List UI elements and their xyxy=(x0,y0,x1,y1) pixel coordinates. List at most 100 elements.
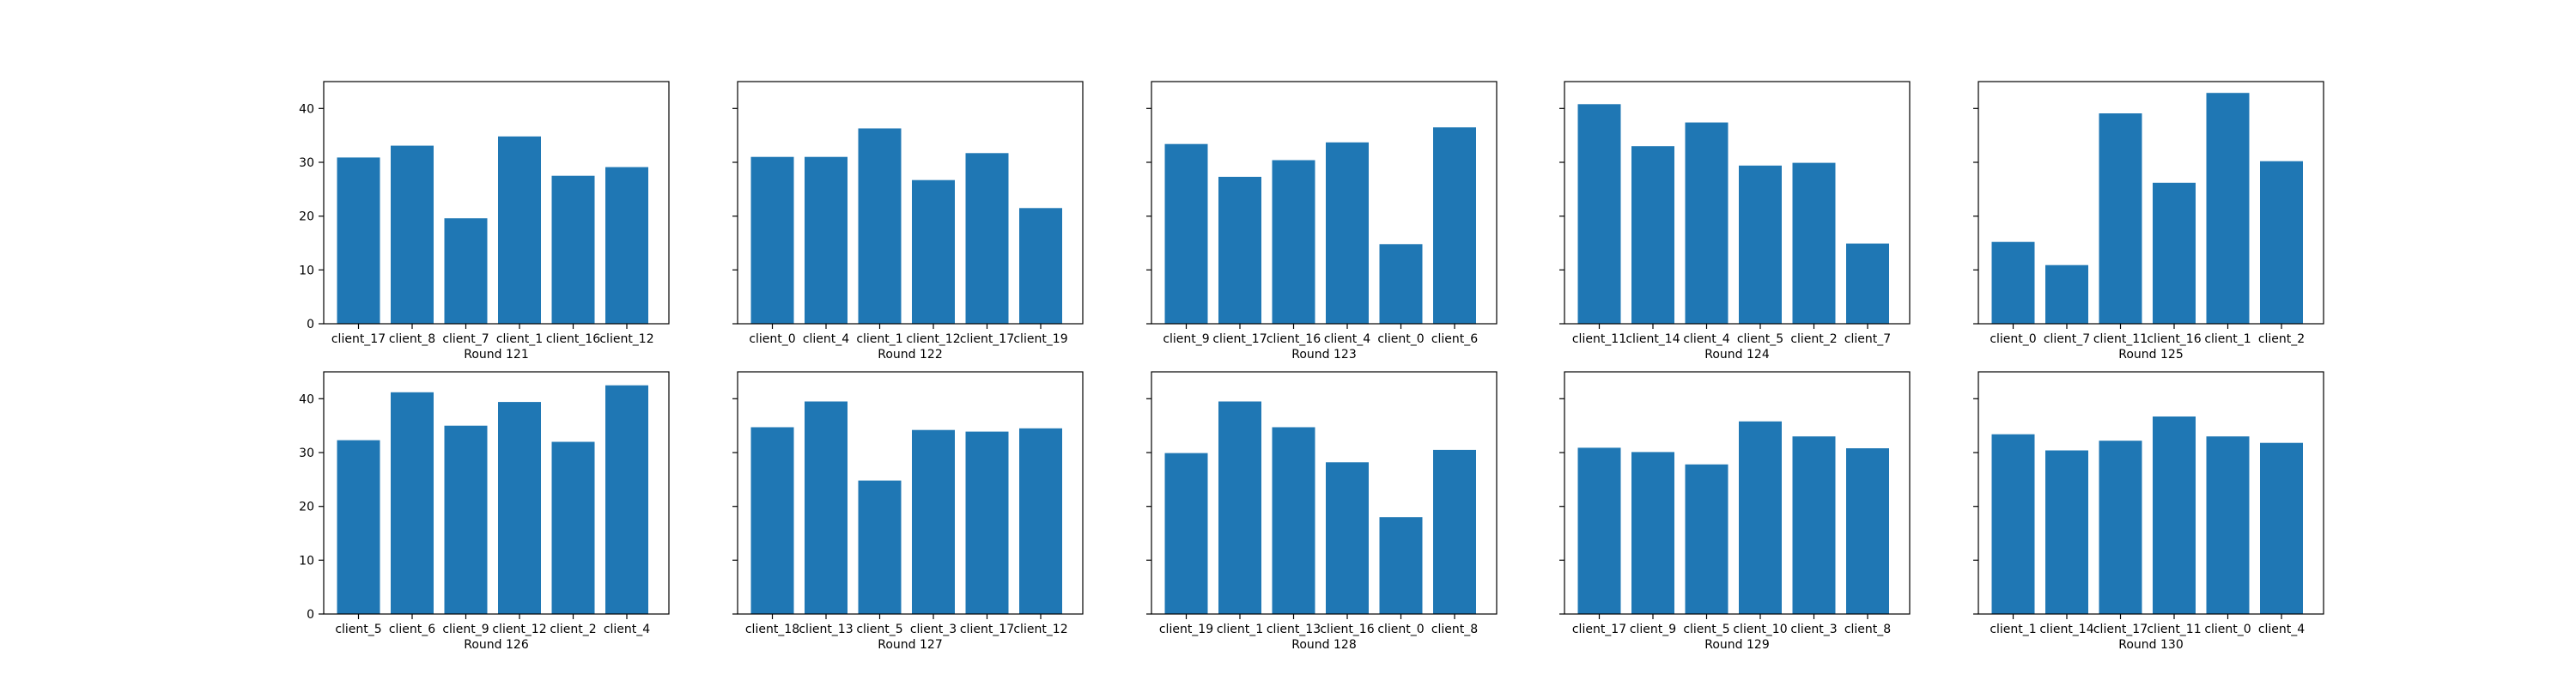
bar-client_2 xyxy=(2260,161,2303,324)
x-tick-label: client_5 xyxy=(335,623,381,636)
x-tick-label: client_16 xyxy=(1267,332,1321,346)
bar-client_1 xyxy=(498,136,541,324)
bar-client_11 xyxy=(2153,416,2196,614)
axes-frame xyxy=(1564,81,1911,325)
x-tick-label: client_13 xyxy=(1267,623,1321,636)
subplot-round-123: client_9 client_17 client_16 client_4 client… xyxy=(1146,81,1498,362)
x-axis-label: Round 129 xyxy=(1704,638,1769,652)
x-tick-label: client_16 xyxy=(546,332,600,346)
x-tick-label: client_5 xyxy=(1737,332,1783,346)
x-tick-label: client_1 xyxy=(496,332,543,346)
x-tick-label: client_13 xyxy=(799,623,853,636)
subplot-round-125: client_0 client_7 client_11 client_16 client… xyxy=(1973,81,2324,362)
bar-client_6 xyxy=(391,392,434,614)
x-axis-label: Round 122 xyxy=(878,348,942,362)
y-tick-label: 10 xyxy=(299,554,314,568)
x-tick-label: client_8 xyxy=(1431,623,1478,636)
x-tick-label: client_8 xyxy=(1844,623,1891,636)
x-axis-label: Round 130 xyxy=(2118,638,2183,652)
bar-client_12 xyxy=(498,402,541,614)
x-tick-label: client_9 xyxy=(442,623,489,636)
x-tick-label: client_6 xyxy=(389,623,435,636)
bar-client_4 xyxy=(1685,122,1728,324)
bar-client_13 xyxy=(805,401,848,614)
x-tick-label: client_2 xyxy=(550,623,596,636)
x-tick-label: client_16 xyxy=(1320,623,1374,636)
bar-client_12 xyxy=(605,167,648,324)
subplot-round-124: client_11 client_14 client_4 client_5 client… xyxy=(1559,81,1911,362)
x-tick-label: client_9 xyxy=(1630,623,1676,636)
x-tick-label: client_0 xyxy=(1377,332,1424,346)
bar-client_8 xyxy=(1846,448,1889,614)
axes-frame xyxy=(1564,371,1911,615)
bar-client_0 xyxy=(1379,517,1423,614)
bar-client_6 xyxy=(1433,127,1476,324)
bar-client_5 xyxy=(858,480,902,614)
subplot-round-122: client_0 client_4 client_1 client_12 client_… xyxy=(732,81,1084,362)
x-tick-label: client_0 xyxy=(749,332,795,346)
x-tick-label: client_10 xyxy=(1733,623,1787,636)
bar-client_2 xyxy=(551,441,595,614)
y-tick-label: 30 xyxy=(299,447,314,460)
x-tick-label: client_14 xyxy=(1625,332,1680,346)
bar-client_8 xyxy=(1433,449,1476,614)
bar-client_14 xyxy=(1631,146,1674,324)
x-tick-label: client_1 xyxy=(1217,623,1263,636)
x-axis-label: Round 125 xyxy=(2118,348,2183,362)
subplot-round-130: client_1 client_14 client_17 client_11 clien… xyxy=(1973,371,2324,652)
bar-client_11 xyxy=(2099,113,2142,324)
subplot-round-126: 0 10 20 30 40 client_5 client_6 client_9 client_… xyxy=(299,371,670,652)
x-tick-label: client_4 xyxy=(1324,332,1370,346)
x-tick-label: client_7 xyxy=(2044,332,2090,346)
y-tick-label: 20 xyxy=(299,210,314,224)
bar-client_12 xyxy=(912,179,955,324)
subplot-round-127: client_18 client_13 client_5 client_3 client… xyxy=(732,371,1084,652)
bar-client_12 xyxy=(1019,428,1062,614)
axes-frame xyxy=(323,371,670,615)
subplot-round-121: 0 10 20 30 40 client_17 client_8 client_7 client… xyxy=(299,81,670,362)
bar-client_17 xyxy=(1218,176,1261,324)
bar-client_1 xyxy=(2206,93,2250,324)
x-tick-label: client_1 xyxy=(856,332,902,346)
x-tick-label: client_7 xyxy=(1844,332,1891,346)
x-axis-label: Round 127 xyxy=(878,638,942,652)
bar-client_4 xyxy=(1326,142,1369,324)
bar-client_13 xyxy=(1272,427,1315,614)
bar-client_14 xyxy=(2045,450,2088,614)
x-tick-label: client_5 xyxy=(856,623,902,636)
y-tick-label: 20 xyxy=(299,501,314,514)
bar-client_17 xyxy=(2099,441,2142,614)
y-tick-label: 0 xyxy=(307,318,314,331)
bar-client_17 xyxy=(965,431,1009,614)
x-tick-label: client_19 xyxy=(1013,332,1067,346)
bar-client_1 xyxy=(1218,401,1261,614)
x-tick-label: client_9 xyxy=(1163,332,1209,346)
bar-client_7 xyxy=(2045,264,2088,324)
x-tick-label: client_17 xyxy=(331,332,386,346)
x-tick-label: client_4 xyxy=(1683,332,1729,346)
x-axis-label: Round 121 xyxy=(464,348,528,362)
x-tick-label: client_16 xyxy=(2147,332,2201,346)
bar-client_9 xyxy=(1631,452,1674,614)
y-tick-label: 40 xyxy=(299,392,314,406)
x-tick-label: client_2 xyxy=(1790,332,1837,346)
x-tick-label: client_14 xyxy=(2039,623,2093,636)
bar-client_7 xyxy=(444,218,488,324)
bar-client_1 xyxy=(858,128,902,324)
x-tick-label: client_8 xyxy=(389,332,435,346)
bar-client_5 xyxy=(1739,165,1782,324)
x-tick-label: client_0 xyxy=(1377,623,1424,636)
bar-client_16 xyxy=(1326,462,1369,614)
y-tick-label: 30 xyxy=(299,156,314,170)
x-tick-label: client_1 xyxy=(1990,623,2036,636)
bar-client_4 xyxy=(2260,442,2303,614)
x-tick-label: client_3 xyxy=(910,623,957,636)
x-tick-label: client_17 xyxy=(1572,623,1626,636)
bar-client_17 xyxy=(1577,447,1621,614)
y-tick-label: 0 xyxy=(307,608,314,622)
x-tick-label: client_18 xyxy=(745,623,799,636)
x-tick-label: client_12 xyxy=(906,332,960,346)
x-axis-label: Round 124 xyxy=(1704,348,1770,362)
x-axis-label: Round 126 xyxy=(464,638,529,652)
